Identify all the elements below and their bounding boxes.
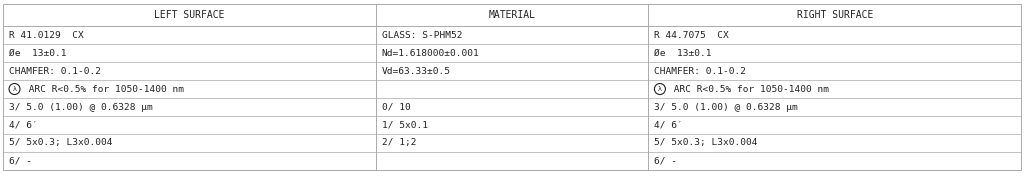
Text: LEFT SURFACE: LEFT SURFACE	[154, 10, 224, 20]
Text: 5/ 5x0.3; L3x0.004: 5/ 5x0.3; L3x0.004	[9, 139, 113, 147]
Text: ARC R<0.5% for 1050-1400 nm: ARC R<0.5% for 1050-1400 nm	[23, 85, 184, 93]
Text: MATERIAL: MATERIAL	[488, 10, 536, 20]
Text: 6/ -: 6/ -	[9, 157, 32, 165]
Text: 5/ 5x0.3; L3x0.004: 5/ 5x0.3; L3x0.004	[654, 139, 758, 147]
Text: 4/ 6′: 4/ 6′	[9, 120, 38, 130]
Text: CHAMFER: 0.1-0.2: CHAMFER: 0.1-0.2	[654, 66, 746, 75]
Text: R 44.7075  CX: R 44.7075 CX	[654, 31, 729, 40]
Text: Øe  13±0.1: Øe 13±0.1	[654, 48, 712, 58]
Text: 6/ -: 6/ -	[654, 157, 678, 165]
Text: λ: λ	[12, 86, 16, 92]
Text: GLASS: S-PHM52: GLASS: S-PHM52	[382, 31, 462, 40]
Text: 0/ 10: 0/ 10	[382, 102, 411, 112]
Text: CHAMFER: 0.1-0.2: CHAMFER: 0.1-0.2	[9, 66, 101, 75]
Bar	[3, 4, 1021, 170]
Text: R 41.0129  CX: R 41.0129 CX	[9, 31, 84, 40]
Text: RIGHT SURFACE: RIGHT SURFACE	[797, 10, 872, 20]
Text: 3/ 5.0 (1.00) @ 0.6328 μm: 3/ 5.0 (1.00) @ 0.6328 μm	[9, 102, 153, 112]
Text: 4/ 6′: 4/ 6′	[654, 120, 683, 130]
Text: Vd=63.33±0.5: Vd=63.33±0.5	[382, 66, 451, 75]
Text: Øe  13±0.1: Øe 13±0.1	[9, 48, 67, 58]
Text: ARC R<0.5% for 1050-1400 nm: ARC R<0.5% for 1050-1400 nm	[669, 85, 829, 93]
Text: 3/ 5.0 (1.00) @ 0.6328 μm: 3/ 5.0 (1.00) @ 0.6328 μm	[654, 102, 798, 112]
Text: 1/ 5x0.1: 1/ 5x0.1	[382, 120, 428, 130]
Text: Nd=1.618000±0.001: Nd=1.618000±0.001	[382, 48, 479, 58]
Text: 2/ 1;2: 2/ 1;2	[382, 139, 416, 147]
Text: λ: λ	[658, 86, 662, 92]
